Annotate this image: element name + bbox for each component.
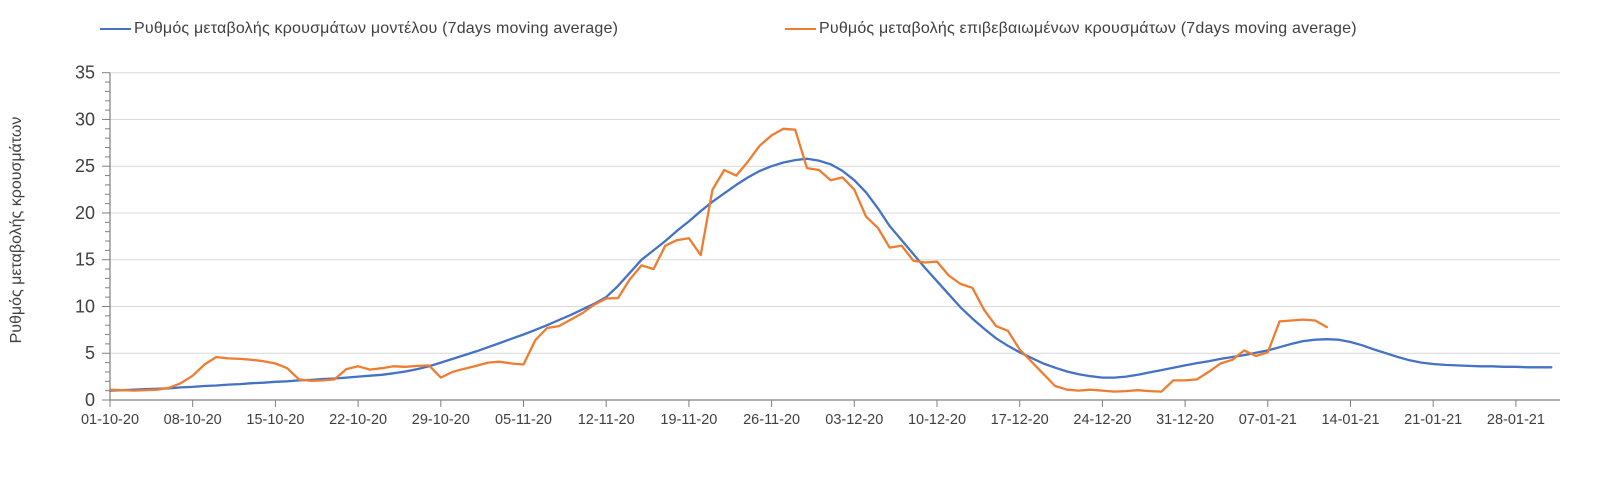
legend-label-model: Ρυθμός μεταβολής κρουσμάτων μοντέλου (7d… xyxy=(134,20,619,37)
x-tick-label: 19-11-20 xyxy=(660,412,717,428)
legend-item-model: Ρυθμός μεταβολής κρουσμάτων μοντέλου (7d… xyxy=(100,20,618,38)
y-tick-label: 35 xyxy=(75,63,95,83)
y-tick-label: 25 xyxy=(75,156,95,176)
x-tick-label: 17-12-20 xyxy=(991,412,1049,428)
x-tick-label: 21-01-21 xyxy=(1404,412,1462,428)
y-tick-label: 15 xyxy=(75,250,95,270)
y-tick-label: 5 xyxy=(85,343,95,363)
y-tick-label: 10 xyxy=(75,296,95,316)
x-tick-label: 26-11-20 xyxy=(743,412,800,428)
confirmed-series-line xyxy=(108,127,1329,393)
legend-label-confirmed: Ρυθμός μεταβολής επιβεβαιωμένων κρουσμάτ… xyxy=(819,20,1357,37)
x-tick-label: 10-12-20 xyxy=(908,412,966,428)
x-tick-label: 08-10-20 xyxy=(164,412,222,428)
x-tick-label: 28-01-21 xyxy=(1487,412,1545,428)
x-tick-label: 31-12-20 xyxy=(1156,412,1214,428)
x-tick-label: 03-12-20 xyxy=(825,412,883,428)
x-tick-label: 15-10-20 xyxy=(246,412,304,428)
chart-legend: Ρυθμός μεταβολής κρουσμάτων μοντέλου (7d… xyxy=(0,0,1602,46)
y-tick-label: 30 xyxy=(75,109,95,129)
x-tick-label: 01-10-20 xyxy=(81,412,139,428)
x-tick-label: 12-11-20 xyxy=(578,412,635,428)
x-tick-label: 22-10-20 xyxy=(329,412,387,428)
x-tick-label: 14-01-21 xyxy=(1321,412,1379,428)
x-tick-label: 05-11-20 xyxy=(495,412,552,428)
x-tick-label: 29-10-20 xyxy=(412,412,470,428)
legend-item-confirmed: Ρυθμός μεταβολής επιβεβαιωμένων κρουσμάτ… xyxy=(785,20,1357,38)
model-series-line xyxy=(108,157,1553,392)
x-tick-label: 24-12-20 xyxy=(1073,412,1131,428)
y-tick-label: 20 xyxy=(75,203,95,223)
y-tick-label: 0 xyxy=(85,390,95,410)
x-tick-label: 07-01-21 xyxy=(1239,412,1297,428)
legend-line-swatch-model xyxy=(100,28,131,30)
legend-line-swatch-confirmed xyxy=(785,28,816,30)
